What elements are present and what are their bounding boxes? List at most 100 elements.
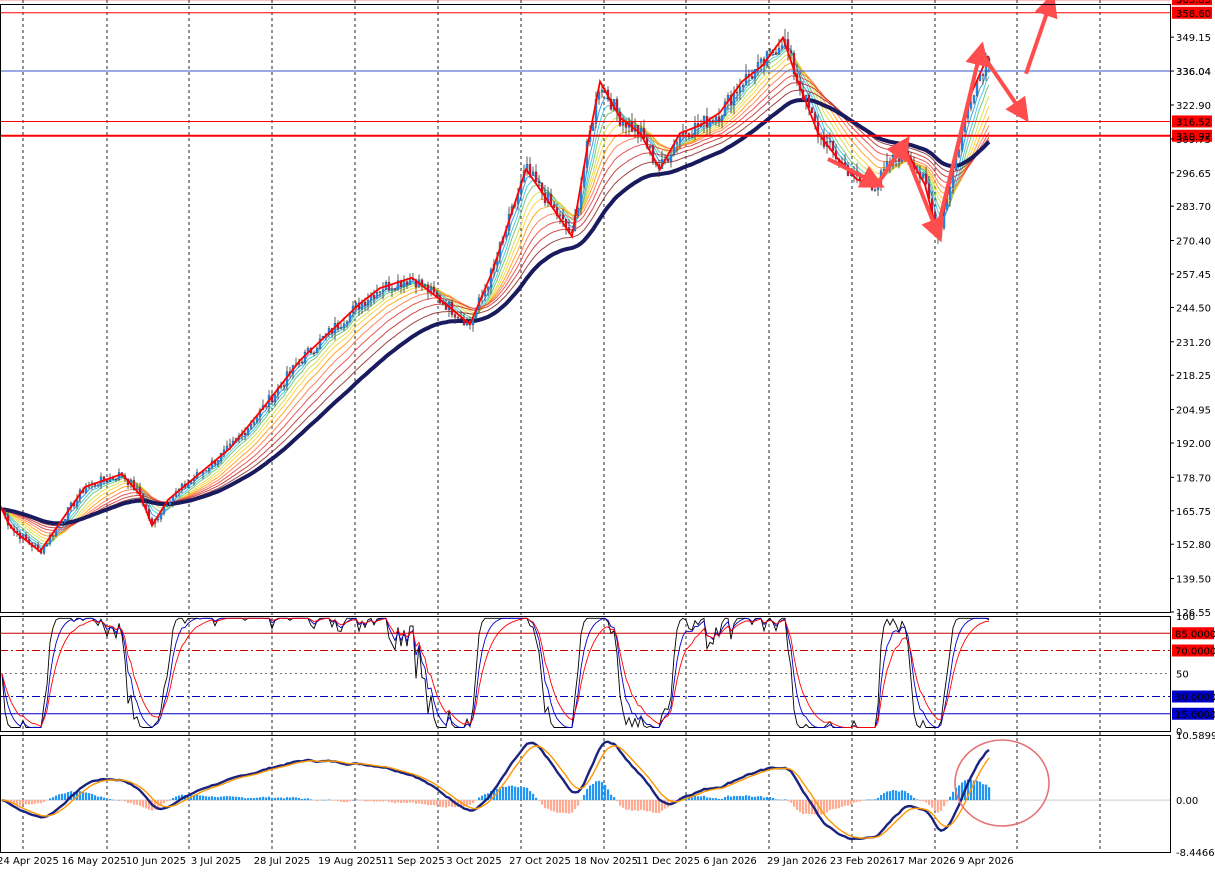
candle-body <box>714 116 718 122</box>
macd-histogram-bar <box>730 796 733 801</box>
macd-histogram-bar <box>559 800 562 813</box>
macd-histogram-bar <box>94 795 97 801</box>
macd-histogram-bar <box>631 800 634 811</box>
y-tick-label: 204.95 <box>1176 406 1211 417</box>
macd-histogram-bar <box>442 800 445 808</box>
macd-histogram-bar <box>976 780 979 801</box>
x-tick-label: 17 Mar 2026 <box>892 856 955 867</box>
level-tag-box <box>1172 627 1214 640</box>
macd-histogram-bar <box>28 800 31 805</box>
macd-histogram-bar <box>547 800 550 809</box>
y-tick-label: 165.75 <box>1176 507 1211 518</box>
macd-histogram-bar <box>862 800 865 801</box>
candle-body <box>156 518 160 521</box>
candle-body <box>792 52 796 75</box>
candle-body <box>708 120 712 128</box>
macd-histogram-bar <box>433 800 436 806</box>
macd-histogram-bar <box>736 796 739 801</box>
macd-histogram-bar <box>130 800 133 804</box>
macd-histogram-bar <box>136 800 139 805</box>
y-tick-label: 139.50 <box>1176 575 1211 586</box>
macd-histogram-bar <box>379 800 382 802</box>
macd-histogram-bar <box>400 800 403 803</box>
macd-histogram-bar <box>532 793 535 801</box>
candle-body <box>693 123 697 136</box>
macd-histogram-bar <box>163 800 166 804</box>
macd-histogram-bar <box>850 800 853 805</box>
macd-histogram-bar <box>385 800 388 801</box>
macd-histogram-bar <box>106 798 109 801</box>
macd-histogram-bar <box>847 800 850 806</box>
candle-body <box>486 286 490 291</box>
macd-histogram-bar <box>811 800 814 815</box>
macd-histogram-bar <box>277 797 280 801</box>
macd-histogram-bar <box>304 798 307 801</box>
macd-histogram-bar <box>742 796 745 801</box>
macd-histogram-bar <box>952 791 955 801</box>
candle-body <box>759 58 763 63</box>
macd-histogram-bar <box>295 797 298 801</box>
macd-histogram-bar <box>109 799 112 801</box>
macd-histogram-bar <box>796 800 799 810</box>
candle-body <box>405 281 409 285</box>
y-tick-label: 178.70 <box>1176 473 1211 484</box>
macd-histogram-bar <box>751 796 754 801</box>
macd-histogram-bar <box>529 791 532 801</box>
macd-histogram-bar <box>214 796 217 801</box>
stochastic-panel <box>0 617 1170 729</box>
candle-body <box>789 50 793 54</box>
macd-histogram-bar <box>34 800 37 804</box>
forecast-arrow <box>901 145 944 243</box>
macd-histogram-bar <box>100 796 103 801</box>
candle-body <box>114 478 118 480</box>
price-tag: 310.97 <box>1172 129 1212 143</box>
macd-histogram-bar <box>166 800 169 802</box>
candle-body <box>315 348 319 353</box>
long-moving-average <box>1 97 991 526</box>
macd-histogram-bar <box>313 800 316 801</box>
macd-histogram-bar <box>949 796 952 801</box>
macd-histogram-bar <box>283 798 286 801</box>
macd-histogram-bar <box>217 797 220 801</box>
macd-histogram-bar <box>448 800 451 807</box>
macd-histogram-bar <box>877 797 880 801</box>
macd-histogram-bar <box>307 798 310 801</box>
macd-histogram-bar <box>535 797 538 801</box>
forecast-arrow <box>827 157 885 188</box>
candle-body <box>432 286 436 293</box>
price-tag-label: 358.60 <box>1176 9 1211 20</box>
candle-body <box>675 142 679 145</box>
candle-body <box>621 121 625 126</box>
macd-histogram-bar <box>583 794 586 801</box>
macd-histogram-bar <box>658 800 661 813</box>
candle-body <box>810 107 814 114</box>
candle-body <box>300 361 304 364</box>
candle-body <box>363 301 367 306</box>
macd-histogram-bar <box>580 800 583 801</box>
y-tick-label: 296.65 <box>1176 169 1211 180</box>
macd-histogram-bar <box>898 791 901 801</box>
macd-panel <box>0 739 1170 841</box>
x-tick-label: 11 Sep 2025 <box>381 856 444 867</box>
macd-histogram-bar <box>265 797 268 801</box>
stochastic-tick-label: 30.0000 <box>1175 693 1215 704</box>
macd-histogram-bar <box>880 794 883 801</box>
macd-histogram-bar <box>829 800 832 811</box>
candle-body <box>813 112 817 123</box>
macd-histogram-bar <box>865 799 868 801</box>
macd-histogram-bar <box>802 800 805 815</box>
macd-histogram-bar <box>712 798 715 801</box>
macd-histogram-bar <box>88 793 91 801</box>
macd-histogram-bar <box>289 797 292 801</box>
macd-histogram-bar <box>193 795 196 801</box>
macd-line <box>1 740 990 841</box>
candle-body <box>897 158 901 162</box>
level-tag-box <box>1172 690 1214 703</box>
macd-histogram-bar <box>787 800 790 802</box>
macd-histogram-bar <box>325 799 328 801</box>
candle-body <box>753 69 757 79</box>
macd-histogram-bar <box>256 797 259 801</box>
